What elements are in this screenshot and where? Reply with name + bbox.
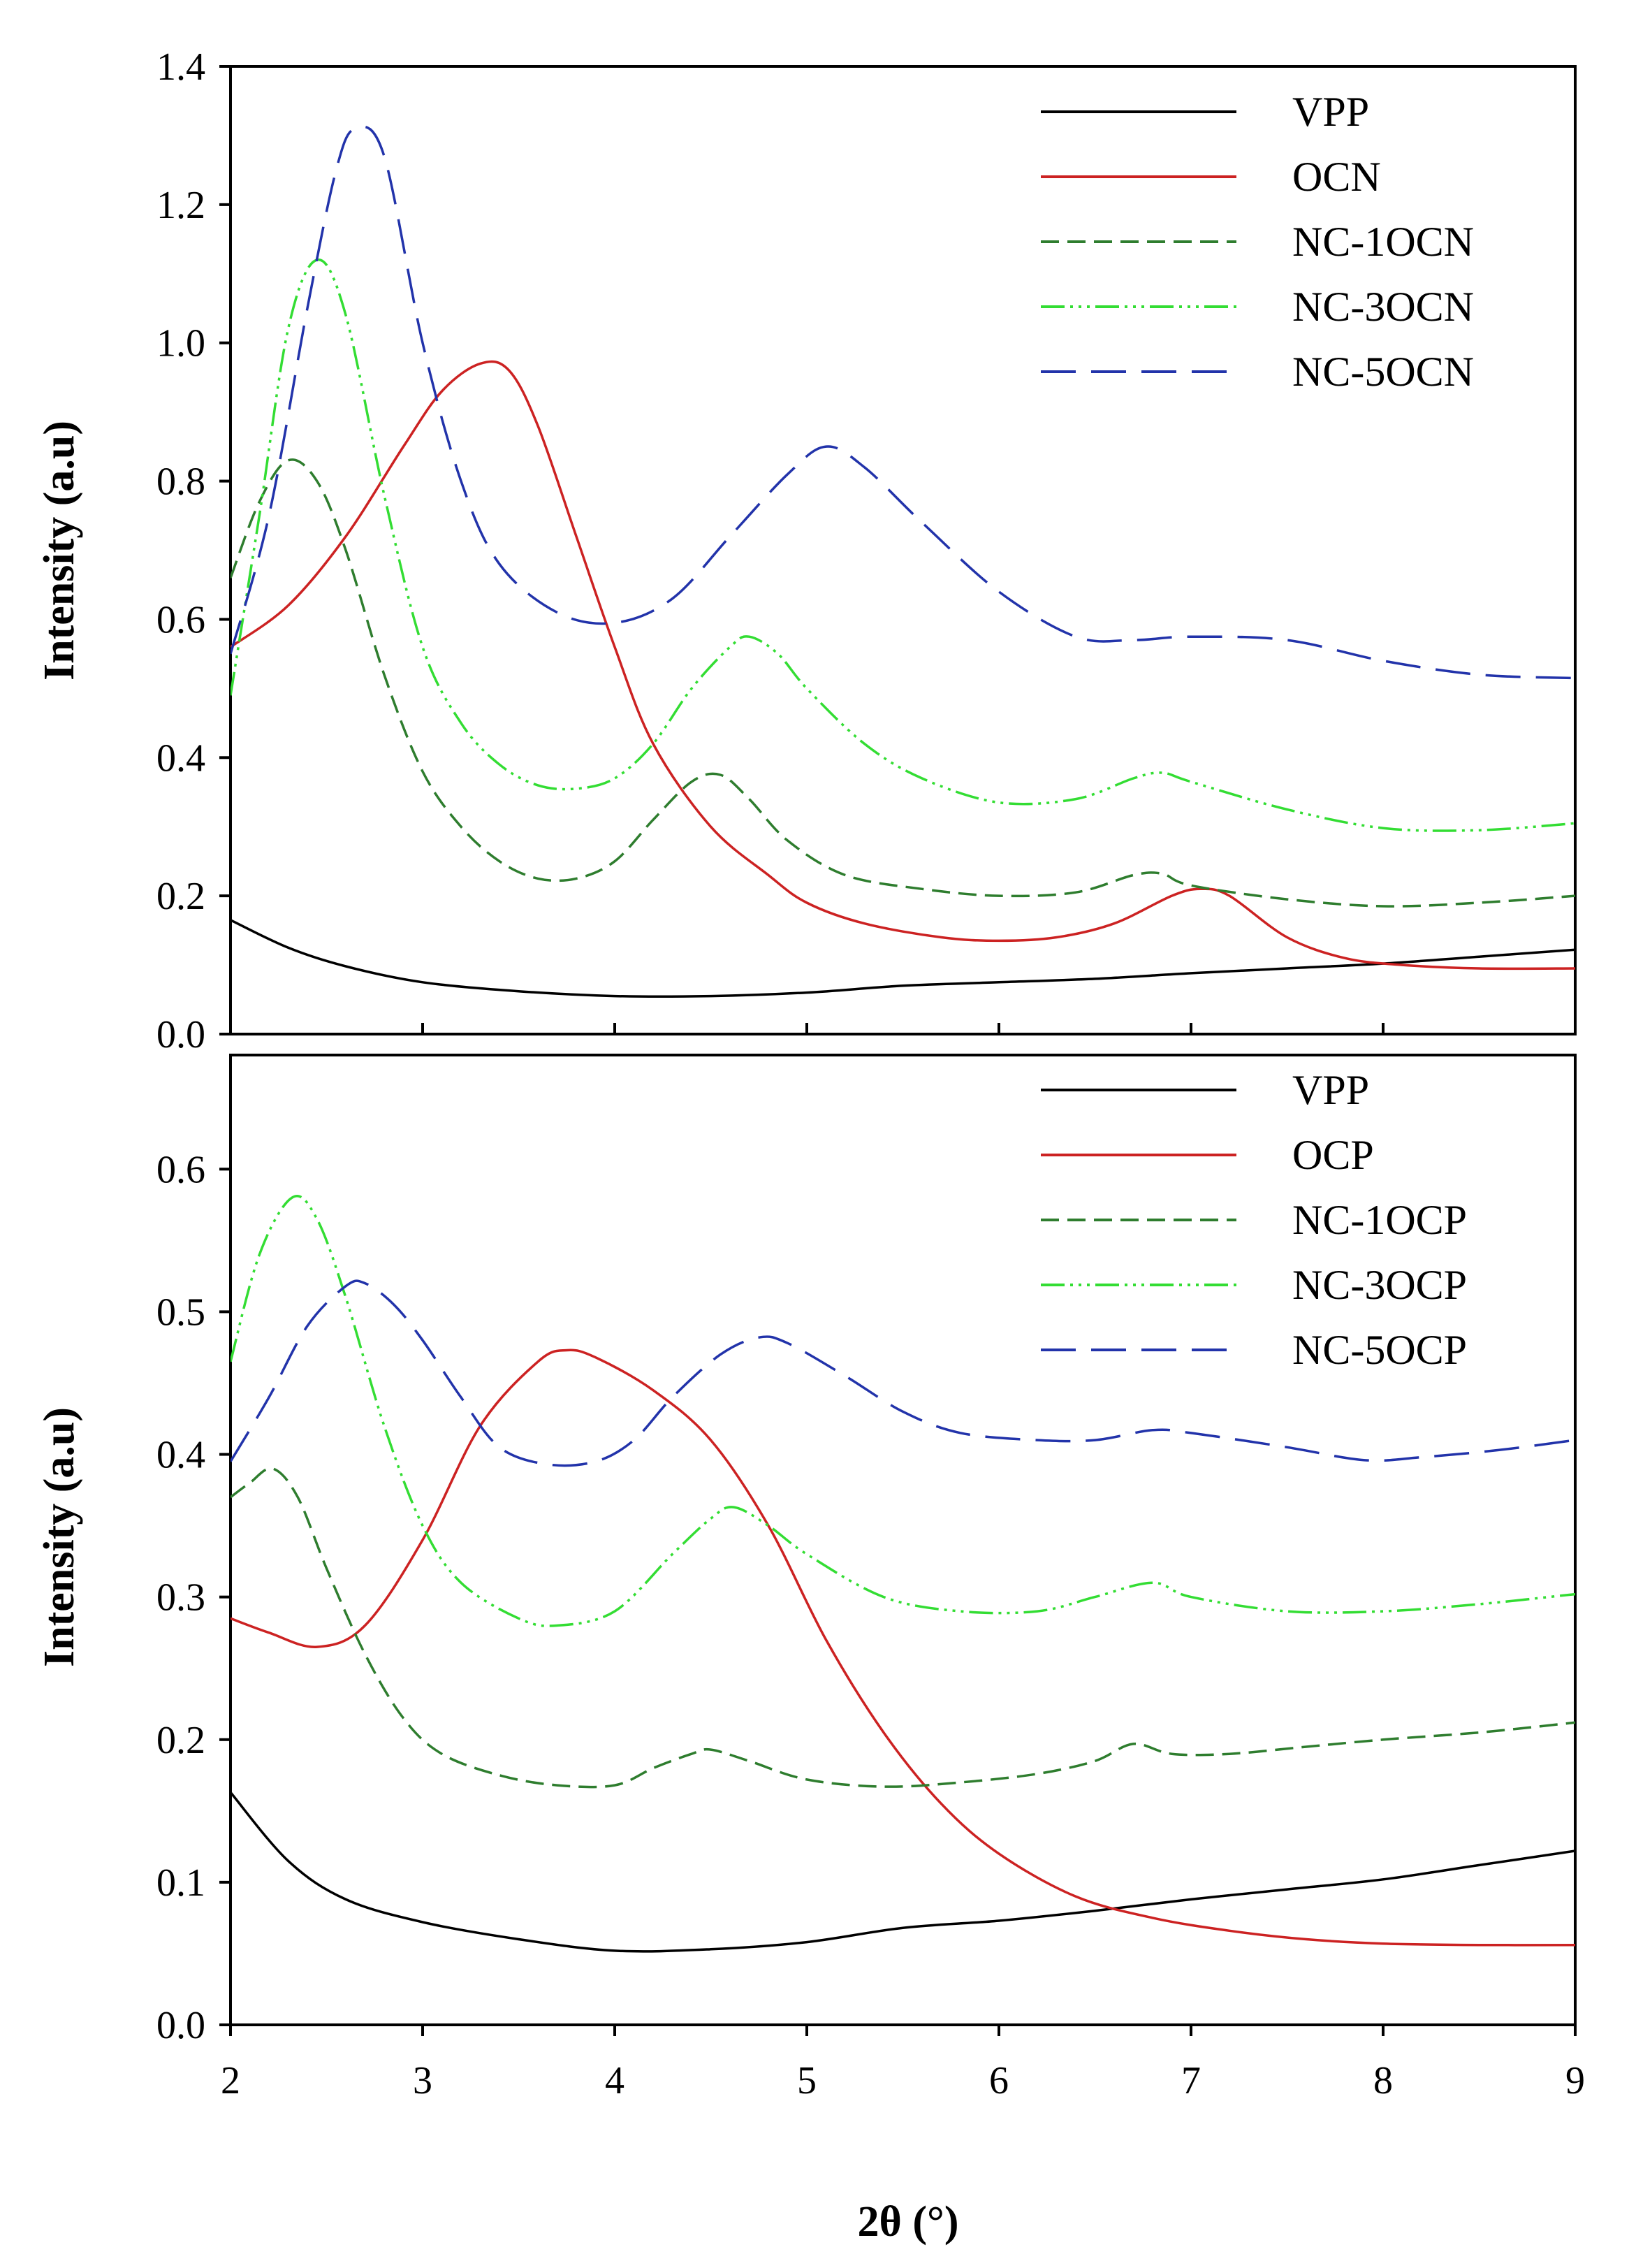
x-tick-label: 6: [989, 2059, 1009, 2102]
legend-label: OCN: [1292, 154, 1381, 200]
y-tick-label: 0.3: [156, 1576, 205, 1620]
y-tick-label: 1.4: [156, 45, 205, 89]
y-tick-label: 0.5: [156, 1291, 205, 1334]
plot-frame: [229, 65, 1577, 1035]
series-line-nc-1ocn: [231, 458, 1575, 908]
series-line-vpp: [231, 1791, 1575, 1953]
series-line-nc-5ocp: [231, 1279, 1575, 1467]
legend-label: NC-1OCN: [1292, 219, 1474, 265]
legend-label: NC-1OCP: [1292, 1197, 1467, 1243]
y-tick-label: 0.2: [156, 875, 205, 918]
series-line-ocn: [231, 360, 1575, 971]
legend-label: NC-5OCP: [1292, 1327, 1467, 1373]
y-tick-label: 0.1: [156, 1861, 205, 1905]
series-line-nc-5ocn: [231, 125, 1575, 680]
x-axis-title: 2θ (°): [858, 2198, 959, 2246]
bottom-panel: 0.0 0.1 0.2 0.3 0.4 0.5 0.6 2 3 4 5 6 7 8 9 Intensity (…: [36, 1054, 1585, 2102]
y-axis-title: Intensity (a.u): [36, 421, 83, 681]
legend-label: OCP: [1292, 1132, 1374, 1178]
y-tick-label: 0.0: [156, 2004, 205, 2047]
legend-label: NC-3OCP: [1292, 1262, 1467, 1308]
y-tick-label: 1.0: [156, 322, 205, 365]
series-line-vpp: [231, 919, 1575, 998]
y-tick-label: 0.6: [156, 598, 205, 641]
y-tick-label: 1.2: [156, 184, 205, 227]
x-tick-label: 7: [1181, 2059, 1201, 2102]
series-line-nc-3ocp: [231, 1195, 1575, 1627]
x-tick-label: 3: [413, 2059, 432, 2102]
series-line-nc-3ocn: [231, 259, 1575, 832]
legend-label: NC-5OCN: [1292, 349, 1474, 395]
y-tick-label: 0.4: [156, 1434, 205, 1477]
x-tick-label: 2: [221, 2059, 240, 2102]
plot-frame: [229, 1054, 1577, 2026]
y-tick-label: 0.0: [156, 1013, 205, 1056]
y-tick-label: 0.6: [156, 1148, 205, 1191]
x-tick-label: 8: [1373, 2059, 1393, 2102]
x-tick-label: 9: [1565, 2059, 1585, 2102]
legend-label: NC-3OCN: [1292, 284, 1474, 330]
legend-label: VPP: [1292, 89, 1369, 135]
y-tick-label: 0.4: [156, 736, 205, 780]
y-tick-label: 0.8: [156, 460, 205, 504]
x-tick-label: 5: [797, 2059, 817, 2102]
series-line-nc-1ocp: [231, 1467, 1575, 1789]
y-tick-label: 0.2: [156, 1719, 205, 1762]
series-line-ocp: [231, 1349, 1575, 1947]
y-axis-title: Intensity (a.u): [36, 1407, 83, 1667]
x-tick-label: 4: [605, 2059, 624, 2102]
legend-label: VPP: [1292, 1067, 1369, 1113]
top-panel: 0.0 0.2 0.4 0.6 0.8 1.0 1.2 1.4 Intensity (a.u) V…: [36, 45, 1577, 1056]
